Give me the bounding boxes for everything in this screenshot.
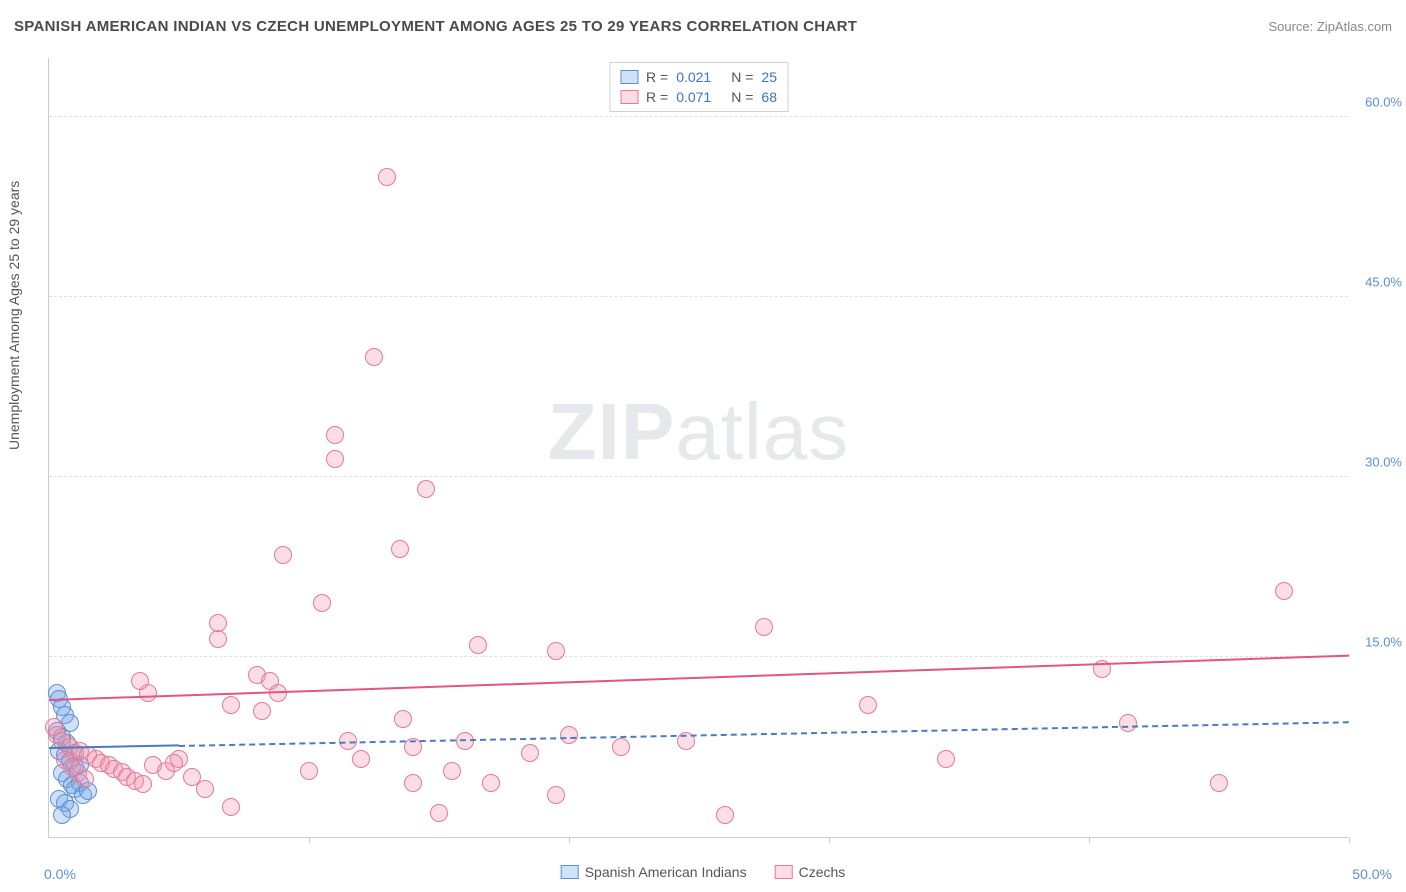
x-axis-start-label: 0.0% (44, 866, 76, 882)
chart-title: SPANISH AMERICAN INDIAN VS CZECH UNEMPLO… (14, 18, 857, 35)
scatter-point (1119, 714, 1137, 732)
scatter-point (443, 762, 461, 780)
legend-top: R = 0.021 N = 25 R = 0.071 N = 68 (609, 62, 788, 112)
x-tick (1089, 837, 1090, 843)
legend-label: Spanish American Indians (585, 864, 747, 880)
scatter-point (209, 614, 227, 632)
y-tick-label: 30.0% (1365, 455, 1402, 470)
x-tick (829, 837, 830, 843)
scatter-point (134, 775, 152, 793)
y-axis-label: Unemployment Among Ages 25 to 29 years (6, 181, 22, 450)
legend-item: Spanish American Indians (561, 864, 747, 880)
scatter-point (547, 642, 565, 660)
watermark-rest: atlas (675, 387, 849, 476)
scatter-point (326, 450, 344, 468)
y-tick-label: 60.0% (1365, 95, 1402, 110)
scatter-point (560, 726, 578, 744)
r-label: R = (646, 69, 668, 85)
scatter-point (222, 696, 240, 714)
legend-label: Czechs (799, 864, 846, 880)
r-label: R = (646, 89, 668, 105)
y-tick-label: 45.0% (1365, 275, 1402, 290)
legend-swatch (775, 865, 793, 879)
n-label: N = (731, 89, 753, 105)
scatter-point (859, 696, 877, 714)
grid-line (49, 656, 1348, 657)
source-text: Source: ZipAtlas.com (1268, 19, 1392, 34)
scatter-point (76, 770, 94, 788)
legend-bottom: Spanish American Indians Czechs (561, 864, 846, 880)
legend-item: Czechs (775, 864, 846, 880)
grid-line (49, 476, 1348, 477)
scatter-point (937, 750, 955, 768)
scatter-point (547, 786, 565, 804)
legend-swatch (620, 90, 638, 104)
scatter-point (430, 804, 448, 822)
n-value: 25 (761, 69, 777, 85)
trend-line (49, 655, 1349, 701)
scatter-point (274, 546, 292, 564)
scatter-point (378, 168, 396, 186)
scatter-point (222, 798, 240, 816)
scatter-point (253, 702, 271, 720)
scatter-point (300, 762, 318, 780)
scatter-point (521, 744, 539, 762)
scatter-point (404, 774, 422, 792)
scatter-point (53, 806, 71, 824)
scatter-point (326, 426, 344, 444)
n-value: 68 (761, 89, 777, 105)
scatter-point (365, 348, 383, 366)
scatter-point (391, 540, 409, 558)
scatter-point (165, 754, 183, 772)
scatter-point (352, 750, 370, 768)
legend-stat-row: R = 0.021 N = 25 (620, 67, 777, 87)
scatter-point (1275, 582, 1293, 600)
x-axis-end-label: 50.0% (1352, 866, 1392, 882)
scatter-point (469, 636, 487, 654)
r-value: 0.021 (676, 69, 711, 85)
x-tick (1349, 837, 1350, 843)
legend-swatch (620, 70, 638, 84)
watermark-bold: ZIP (548, 387, 675, 476)
scatter-point (209, 630, 227, 648)
scatter-point (417, 480, 435, 498)
x-tick (309, 837, 310, 843)
grid-line (49, 296, 1348, 297)
plot-area: ZIPatlas R =0.021N =25R =0.071N =68 15.0… (48, 58, 1348, 838)
scatter-point (755, 618, 773, 636)
watermark: ZIPatlas (548, 386, 849, 478)
scatter-point (394, 710, 412, 728)
scatter-point (482, 774, 500, 792)
legend-stat-row: R = 0.071 N = 68 (620, 87, 777, 107)
y-tick-label: 15.0% (1365, 635, 1402, 650)
scatter-point (196, 780, 214, 798)
r-value: 0.071 (676, 89, 711, 105)
scatter-point (716, 806, 734, 824)
grid-line (49, 116, 1348, 117)
scatter-point (612, 738, 630, 756)
legend-swatch (561, 865, 579, 879)
x-tick (569, 837, 570, 843)
scatter-point (131, 672, 149, 690)
scatter-point (1210, 774, 1228, 792)
scatter-point (313, 594, 331, 612)
n-label: N = (731, 69, 753, 85)
